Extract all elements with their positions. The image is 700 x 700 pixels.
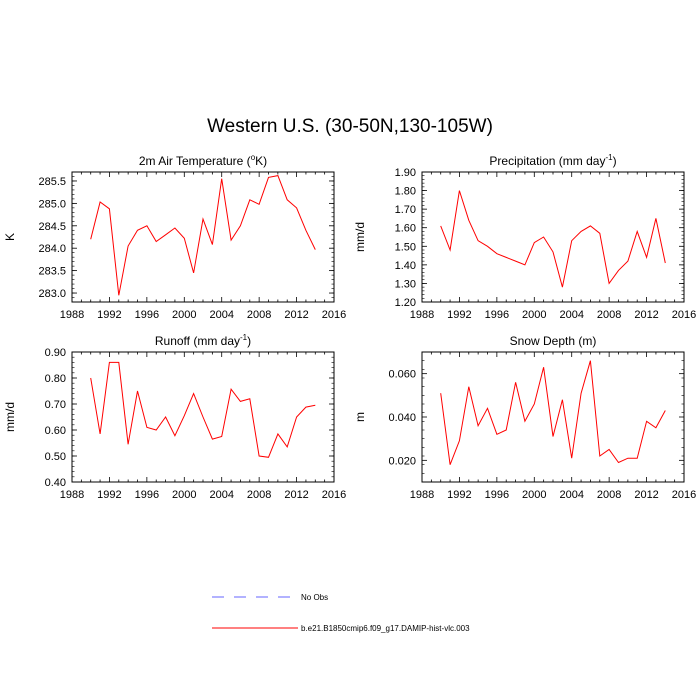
- y-tick-label: 0.60: [45, 425, 66, 437]
- x-tick-label: 2004: [559, 489, 583, 501]
- page-title: Western U.S. (30-50N,130-105W): [207, 116, 493, 137]
- y-axis-label: m: [353, 412, 367, 422]
- y-tick-label: 1.30: [395, 278, 416, 290]
- y-tick-label: 0.020: [388, 455, 416, 467]
- y-tick-label: 283.5: [38, 266, 66, 278]
- x-tick-label: 1988: [60, 309, 84, 321]
- x-tick-label: 2008: [247, 489, 271, 501]
- x-tick-label: 1988: [410, 489, 434, 501]
- y-tick-label: 285.5: [38, 176, 66, 188]
- panel-snow-depth: Snow Depth (m) m 1988 1992 1996 2000 2004 2008 2…: [353, 334, 696, 501]
- x-tick-label: 2012: [284, 489, 308, 501]
- y-axis-label: K: [3, 233, 17, 241]
- x-tick-label: 2000: [522, 309, 546, 321]
- x-tick-label: 2016: [322, 489, 346, 501]
- x-tick-label: 1988: [410, 309, 434, 321]
- panel-title: 2m Air Temperature (oK): [139, 153, 267, 168]
- x-tick-label: 1992: [447, 309, 471, 321]
- y-tick-label: 0.90: [45, 347, 66, 359]
- panel-runoff: Runoff (mm day-1) mm/d 1988 1992 1996 2000 200…: [3, 333, 346, 501]
- x-tick-label: 1996: [135, 489, 159, 501]
- x-tick-label: 1996: [485, 489, 509, 501]
- panel-title: Precipitation (mm day-1): [489, 153, 616, 168]
- y-tick-label: 284.0: [38, 243, 66, 255]
- legend: No Obs b.e21.B1850cmip6.f09_g17.DAMIP-hi…: [212, 593, 470, 633]
- y-tick-label: 1.80: [395, 186, 416, 198]
- x-tick-label: 2008: [597, 489, 621, 501]
- y-tick-label: 0.50: [45, 451, 66, 463]
- x-tick-label: 2012: [634, 309, 658, 321]
- series-line: [440, 360, 666, 465]
- x-tick-label: 1996: [485, 309, 509, 321]
- y-tick-label: 0.040: [388, 412, 416, 424]
- x-tick-label: 2008: [597, 309, 621, 321]
- y-tick-label: 1.90: [395, 167, 416, 179]
- panel-title: Snow Depth (m): [510, 334, 597, 348]
- y-axis-label: mm/d: [353, 222, 367, 252]
- series-line: [90, 175, 316, 296]
- x-tick-label: 2000: [172, 489, 196, 501]
- series-line: [440, 190, 666, 288]
- x-tick-label: 1992: [97, 309, 121, 321]
- y-tick-label: 285.0: [38, 198, 66, 210]
- y-tick-label: 0.70: [45, 399, 66, 411]
- x-tick-label: 1996: [135, 309, 159, 321]
- legend-obs-label: No Obs: [301, 593, 328, 602]
- y-tick-label: 1.50: [395, 241, 416, 253]
- plot-frame: [421, 171, 685, 303]
- x-tick-label: 2012: [284, 309, 308, 321]
- plot-frame: [71, 171, 335, 303]
- y-tick-label: 1.70: [395, 204, 416, 216]
- y-tick-label: 1.40: [395, 260, 416, 272]
- x-tick-label: 2008: [247, 309, 271, 321]
- x-tick-label: 2012: [634, 489, 658, 501]
- y-tick-label: 284.5: [38, 221, 66, 233]
- x-tick-label: 1992: [447, 489, 471, 501]
- x-tick-label: 2004: [209, 489, 233, 501]
- y-tick-label: 0.40: [45, 477, 66, 489]
- x-tick-label: 2004: [559, 309, 583, 321]
- x-tick-label: 2000: [172, 309, 196, 321]
- x-tick-label: 2016: [322, 309, 346, 321]
- y-tick-label: 1.20: [395, 297, 416, 309]
- y-tick-label: 0.060: [388, 369, 416, 381]
- y-tick-label: 1.60: [395, 223, 416, 235]
- x-tick-label: 1988: [60, 489, 84, 501]
- legend-model-label: b.e21.B1850cmip6.f09_g17.DAMIP-hist-vlc.…: [301, 624, 470, 633]
- x-tick-label: 1992: [97, 489, 121, 501]
- y-tick-label: 283.0: [38, 288, 66, 300]
- x-tick-label: 2016: [672, 309, 696, 321]
- panel-air-temperature: 2m Air Temperature (oK) K 1988 1992 1996 2000…: [3, 153, 346, 321]
- x-tick-label: 2004: [209, 309, 233, 321]
- x-tick-label: 2000: [522, 489, 546, 501]
- y-tick-label: 0.80: [45, 373, 66, 385]
- x-tick-label: 2016: [672, 489, 696, 501]
- series-line: [90, 361, 316, 458]
- plot-frame: [421, 351, 685, 483]
- y-axis-label: mm/d: [3, 402, 17, 432]
- panel-title: Runoff (mm day-1): [155, 333, 251, 348]
- panel-precipitation: Precipitation (mm day-1) mm/d 1988 1992 1996…: [353, 153, 696, 321]
